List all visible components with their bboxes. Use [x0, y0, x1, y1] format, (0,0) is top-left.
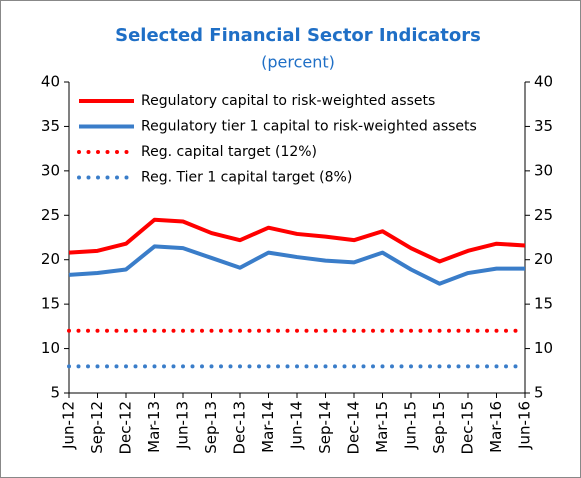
- x-tick-label: Dec-13: [231, 401, 249, 455]
- x-tick-label: Mar-15: [373, 401, 391, 453]
- y2-tick-label: 25: [534, 206, 553, 224]
- x-tick-label: Jun-15: [402, 401, 420, 450]
- x-tick-label: Dec-15: [459, 401, 477, 455]
- chart-title: Selected Financial Sector Indicators: [115, 25, 481, 46]
- x-tick-label: Sep-13: [202, 401, 220, 454]
- y-tick-label: 40: [41, 73, 60, 91]
- x-tick-label: Dec-12: [117, 401, 135, 455]
- y2-tick-label: 10: [534, 339, 553, 357]
- x-tick-label: Mar-13: [145, 401, 163, 453]
- y2-tick-label: 5: [534, 384, 544, 402]
- y-tick-label: 5: [50, 384, 60, 402]
- y-tick-label: 20: [41, 250, 60, 268]
- x-tick-label: Jun-14: [288, 401, 306, 450]
- y2-tick-label: 15: [534, 295, 553, 313]
- legend-label: Regulatory capital to risk-weighted asse…: [141, 93, 435, 109]
- x-tick-label: Mar-14: [259, 401, 277, 453]
- chart-subtitle: (percent): [261, 53, 335, 72]
- x-tick-label: Sep-12: [88, 401, 106, 454]
- x-tick-label: Mar-16: [487, 401, 505, 453]
- x-tick-label: Sep-15: [430, 401, 448, 454]
- x-tick-label: Dec-14: [345, 401, 363, 455]
- y-tick-label: 25: [41, 206, 60, 224]
- y-tick-label: 10: [41, 339, 60, 357]
- x-tick-label: Sep-14: [316, 401, 334, 454]
- legend-label: Reg. Tier 1 capital target (8%): [141, 170, 352, 186]
- legend-label: Reg. capital target (12%): [141, 144, 317, 160]
- y2-tick-label: 35: [534, 117, 553, 135]
- y2-tick-label: 30: [534, 161, 553, 179]
- y2-tick-label: 20: [534, 250, 553, 268]
- x-tick-label: Jun-13: [174, 401, 192, 450]
- y-tick-label: 35: [41, 117, 60, 135]
- series-line: [68, 217, 526, 264]
- y2-tick-label: 40: [534, 73, 553, 91]
- series-line: [68, 244, 525, 286]
- x-tick-label: Jun-16: [516, 401, 534, 450]
- y-tick-label: 30: [41, 161, 60, 179]
- x-tick-label: Jun-12: [60, 401, 78, 450]
- y-tick-label: 15: [41, 295, 60, 313]
- legend-label: Regulatory tier 1 capital to risk-weight…: [141, 119, 477, 135]
